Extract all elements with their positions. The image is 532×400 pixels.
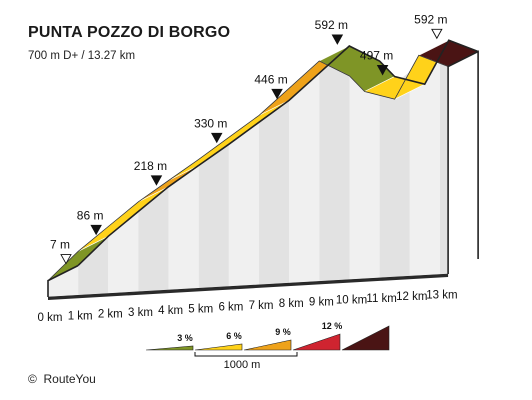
x-tick-label: 13 km (426, 289, 457, 301)
legend-swatch (145, 345, 194, 351)
start-cap (47, 264, 79, 297)
x-tick-label: 8 km (279, 298, 304, 310)
copyright-symbol: © (28, 372, 37, 386)
legend-swatch (243, 339, 292, 351)
peak-marker-open (60, 254, 72, 265)
peak-marker-filled (331, 34, 344, 45)
side-stripe (198, 137, 229, 289)
legend-label: 9 % (275, 327, 291, 337)
legend-swatch (341, 325, 390, 351)
route-summary: 700 m D+ / 13.27 km (28, 50, 136, 62)
peak-marker-filled (150, 175, 163, 186)
side-stripe (409, 63, 440, 277)
profile-edges (47, 39, 479, 300)
side-stripe (138, 180, 169, 292)
x-tick-label: 5 km (188, 303, 213, 315)
x-tick-label: 9 km (309, 296, 334, 308)
x-tick-label: 6 km (218, 302, 243, 314)
x-tick-label: 12 km (396, 291, 427, 303)
side-stripe (349, 75, 380, 280)
x-tick-label: 7 km (249, 300, 274, 312)
base-edge (48, 273, 449, 300)
legend-scale-bar (194, 352, 298, 357)
elevation-label: 497 m (360, 49, 393, 63)
elevation-label: 592 m (414, 12, 447, 26)
peak-marker-filled (271, 88, 283, 100)
x-tick-label: 10 km (336, 295, 367, 307)
x-axis-ticks: 0 km 1 km 2 km 3 km 4 km 5 km 6 km 7 km 8 km 9 km… (38, 289, 458, 324)
elevation-label: 7 m (50, 238, 70, 252)
peak-marker-filled (90, 224, 102, 236)
front-edge-line (47, 54, 449, 281)
legend-swatch (292, 333, 341, 351)
peak-marker-filled (210, 132, 223, 144)
elevation-label: 218 m (134, 159, 167, 173)
side-stripe (379, 71, 410, 278)
side-stripe (168, 159, 199, 291)
x-tick-label: 0 km (38, 312, 63, 324)
x-tick-label: 2 km (98, 309, 123, 321)
x-tick-label: 1 km (68, 310, 93, 322)
profile-top-surface (47, 39, 479, 281)
peak-marker-open (431, 28, 443, 40)
elevation-label: 446 m (254, 72, 287, 86)
elevation-label: 330 m (194, 116, 227, 130)
side-stripe (289, 60, 320, 284)
side-stripe (259, 88, 290, 285)
credit-line: © RouteYou (28, 372, 96, 386)
base-line (47, 273, 449, 298)
side-stripe (319, 60, 350, 282)
elevation-markers: 7 m 86 m 218 m 330 m 446 m 592 m 497 m 592 m (50, 12, 448, 265)
x-tick-label: 3 km (128, 307, 153, 319)
grade-legend: 3 % 6 % 9 % 12 % 1000 m (145, 321, 390, 371)
legend-scale-label: 1000 m (224, 359, 261, 371)
side-stripe (439, 63, 449, 275)
elevation-label: 86 m (77, 208, 104, 222)
legend-label: 12 % (322, 321, 343, 331)
peak-marker-filled (376, 65, 389, 76)
x-tick-label: 11 km (366, 293, 396, 305)
elevation-label: 592 m (315, 18, 348, 32)
end-cap (447, 50, 479, 274)
x-tick-label: 4 km (158, 305, 183, 317)
page-title: PUNTA POZZO DI BORGO (28, 24, 231, 41)
side-stripe (228, 115, 260, 287)
back-edge-line (77, 39, 479, 267)
legend-label: 6 % (226, 331, 242, 341)
legend-swatch (194, 343, 243, 351)
legend-label: 3 % (177, 333, 193, 343)
credit-text: RouteYou (43, 372, 96, 386)
